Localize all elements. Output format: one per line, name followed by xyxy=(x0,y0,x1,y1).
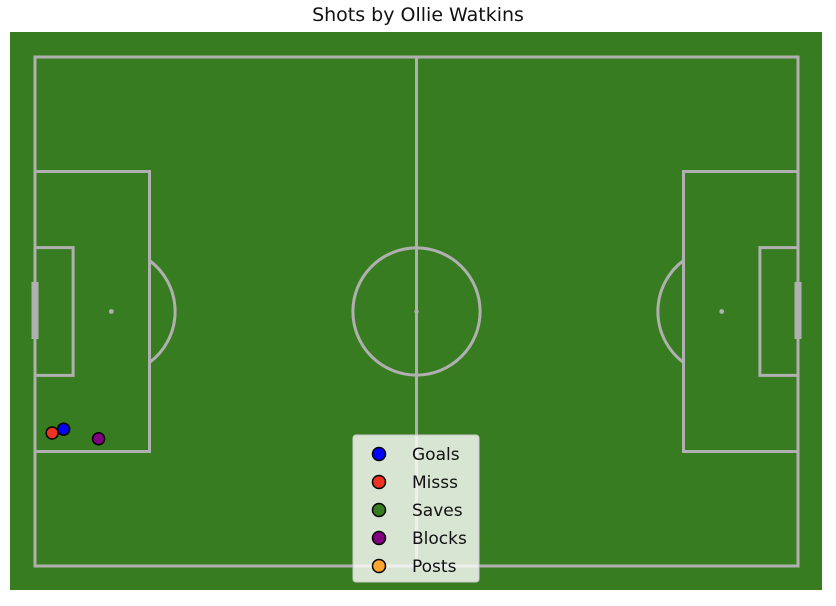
legend-label-goals: Goals xyxy=(412,445,460,465)
right-penalty-arc xyxy=(656,259,685,364)
left-goal xyxy=(31,282,39,339)
chart-title: Shots by Ollie Watkins xyxy=(312,4,524,26)
right-goal xyxy=(794,282,802,339)
shot-point-blocks xyxy=(91,432,106,446)
right-penalty-spot xyxy=(719,309,725,314)
center-spot xyxy=(414,309,419,314)
shot-point-goals xyxy=(56,422,71,436)
legend-marker-saves xyxy=(371,502,387,518)
legend-label-blocks: Blocks xyxy=(412,529,467,549)
legend-box xyxy=(352,434,480,583)
left-penalty-spot xyxy=(108,309,114,314)
center-circle xyxy=(351,246,482,377)
legend: Goals Misss Saves Blocks Posts xyxy=(352,434,480,583)
left-penalty-arc xyxy=(148,259,177,364)
legend-marker-goals xyxy=(371,446,387,462)
legend-marker-blocks xyxy=(371,530,387,546)
legend-marker-misss xyxy=(371,474,387,490)
shot-point-misss xyxy=(45,426,59,440)
shot-markers xyxy=(45,422,106,446)
legend-marker-posts xyxy=(371,558,387,574)
legend-label-misss: Misss xyxy=(412,473,458,493)
legend-label-saves: Saves xyxy=(412,501,463,521)
legend-label-posts: Posts xyxy=(412,557,457,577)
